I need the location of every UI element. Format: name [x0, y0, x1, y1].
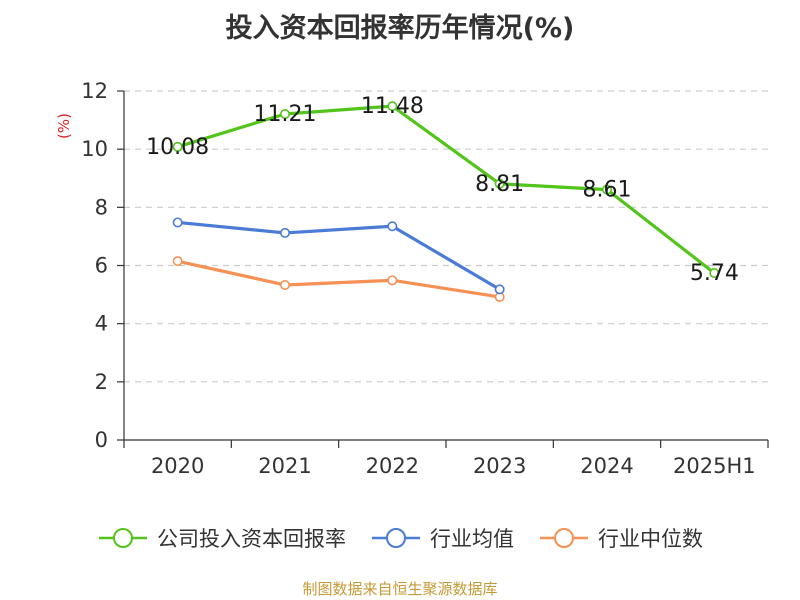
y-tick-label: 0 [95, 428, 108, 452]
x-tick-label: 2023 [473, 454, 526, 478]
y-tick-label: 8 [95, 195, 108, 219]
data-point [494, 284, 505, 295]
data-point [387, 221, 398, 232]
data-labels: 10.08 11.21 11.48 8.81 8.61 5.74 [146, 94, 739, 286]
legend-marker [386, 528, 406, 548]
legend-label: 公司投入资本回报率 [157, 527, 346, 551]
data-point [172, 256, 183, 267]
series-line [177, 220, 501, 291]
legend-marker [554, 528, 574, 548]
data-label: 11.48 [361, 94, 424, 119]
x-tick-label: 2020 [151, 454, 204, 478]
legend-marker [113, 528, 133, 548]
data-point [494, 178, 505, 189]
axes: 0 2 4 6 8 10 12 (%) 2020 2021 2022 2023 2024 2025H1 [55, 79, 769, 478]
data-point [601, 184, 612, 195]
legend-item[interactable]: 行业中位数 [538, 523, 703, 553]
data-point [172, 141, 183, 152]
source-note: 制图数据来自恒生聚源数据库 [302, 580, 498, 598]
data-label: 5.74 [690, 261, 739, 286]
data-label: 11.21 [254, 102, 317, 127]
legend-item[interactable]: 公司投入资本回报率 [97, 523, 346, 553]
y-tick-label: 12 [81, 79, 108, 103]
y-tick-label: 10 [81, 137, 108, 161]
y-tick-label: 6 [95, 254, 108, 278]
x-tick-label: 2022 [366, 454, 419, 478]
x-tick-label: 2024 [580, 454, 633, 478]
y-tick-label: 4 [95, 312, 108, 336]
data-point [172, 217, 183, 228]
x-tick-label: 2025H1 [673, 454, 756, 478]
legend-item[interactable]: 行业均值 [370, 523, 514, 553]
x-tick-label: 2021 [258, 454, 311, 478]
data-label: 10.08 [146, 135, 209, 160]
data-label: 8.81 [475, 172, 524, 197]
legend: 公司投入资本回报率 行业均值 行业中位数 [0, 520, 800, 556]
data-point [279, 227, 290, 238]
y-axis-label: (%) [55, 113, 73, 139]
data-point [279, 279, 290, 290]
series-line [177, 259, 500, 299]
data-point [387, 275, 398, 286]
grid-lines [124, 90, 768, 383]
data-point [279, 108, 290, 119]
legend-swatch [99, 528, 147, 548]
legend-swatch [372, 528, 420, 548]
y-tick-label: 2 [95, 370, 108, 394]
series-lines [172, 101, 720, 302]
chart-title: 投入资本回报率历年情况(%) [225, 13, 575, 44]
data-point [387, 101, 398, 112]
data-point [709, 268, 720, 279]
data-label: 8.61 [583, 178, 632, 203]
legend-swatch [540, 528, 588, 548]
legend-label: 行业均值 [430, 527, 514, 551]
legend-label: 行业中位数 [598, 527, 703, 551]
series-line [177, 104, 716, 275]
